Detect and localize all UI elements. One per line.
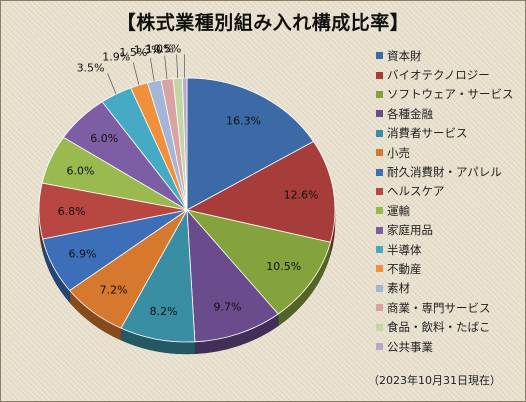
legend-swatch bbox=[376, 168, 383, 176]
legend-item: ソフトウェア・サービス bbox=[376, 85, 524, 104]
pie-slice-資本財 bbox=[186, 77, 315, 211]
legend-swatch bbox=[376, 284, 383, 292]
legend-label: 公共事業 bbox=[387, 339, 433, 354]
data-label-素材: 1.5% bbox=[119, 46, 147, 59]
legend-swatch bbox=[376, 90, 383, 98]
legend-item: 素材 bbox=[376, 279, 524, 298]
legend-swatch bbox=[376, 304, 383, 312]
legend-label: 資本財 bbox=[387, 48, 422, 63]
legend-item: 公共事業 bbox=[376, 337, 524, 356]
legend-label: 商業・専門サービス bbox=[387, 300, 491, 315]
legend-item: 小売 bbox=[376, 143, 524, 162]
legend-item: 半導体 bbox=[376, 240, 524, 259]
legend-label: 半導体 bbox=[387, 242, 422, 257]
data-label-ヘルスケア: 6.8% bbox=[58, 205, 86, 218]
leader-line-商業・専門サービス bbox=[164, 55, 168, 80]
legend-label: 食品・飲料・たばこ bbox=[387, 320, 491, 335]
legend-label: ソフトウェア・サービス bbox=[387, 87, 514, 102]
legend-swatch bbox=[376, 246, 383, 254]
legend-item: ヘルスケア bbox=[376, 182, 524, 201]
data-label-ソフトウェア・サービス: 10.5% bbox=[266, 260, 301, 273]
legend-swatch bbox=[376, 343, 383, 351]
pie-slice-公共事業 bbox=[181, 77, 188, 211]
pie-slice-各種金融 bbox=[186, 208, 279, 343]
legend-item: 運輸 bbox=[376, 201, 524, 220]
data-label-小売: 7.2% bbox=[100, 283, 128, 296]
legend-label: 小売 bbox=[387, 145, 410, 160]
pie-slice-ソフトウェア・サービス bbox=[185, 209, 332, 315]
legend-label: 耐久消費財・アパレル bbox=[387, 165, 502, 180]
data-label-公共事業: 0.5% bbox=[153, 42, 181, 55]
legend-swatch bbox=[376, 71, 383, 79]
leader-line-半導体 bbox=[107, 73, 117, 95]
legend-item: 各種金融 bbox=[376, 104, 524, 123]
legend-label: バイオテクノロジー bbox=[387, 68, 490, 83]
legend-label: ヘルスケア bbox=[387, 184, 445, 199]
legend-item: 食品・飲料・たばこ bbox=[376, 317, 524, 336]
data-label-耐久消費財・アパレル: 6.9% bbox=[69, 248, 97, 261]
legend-item: 耐久消費財・アパレル bbox=[376, 162, 524, 181]
legend-label: 不動産 bbox=[387, 261, 422, 276]
leader-line-素材 bbox=[149, 58, 155, 82]
date-note: （2023年10月31日現在） bbox=[368, 374, 501, 387]
legend-item: バイオテクノロジー bbox=[376, 65, 524, 84]
data-label-半導体: 3.5% bbox=[77, 61, 105, 74]
legend-label: 素材 bbox=[387, 281, 410, 296]
leader-line-食品・飲料・たばこ bbox=[176, 54, 179, 79]
legend-label: 運輸 bbox=[387, 203, 410, 218]
data-label-資本財: 16.3% bbox=[226, 114, 261, 127]
legend-item: 消費者サービス bbox=[376, 124, 524, 143]
legend-swatch bbox=[376, 52, 383, 60]
legend-swatch bbox=[376, 110, 383, 118]
data-label-家庭用品: 6.0% bbox=[90, 132, 118, 145]
data-label-バイオテクノロジー: 12.6% bbox=[284, 189, 319, 202]
chart-legend: 資本財バイオテクノロジーソフトウェア・サービス 各種金融消費者サービス 小売耐久消費… bbox=[376, 46, 524, 356]
data-label-食品・飲料・たばこ: 1.0% bbox=[146, 43, 174, 56]
pie-slice-バイオテクノロジー bbox=[185, 140, 336, 243]
legend-item: 不動産 bbox=[376, 259, 524, 278]
legend-label: 各種金融 bbox=[387, 106, 433, 121]
data-label-消費者サービス: 8.2% bbox=[150, 305, 178, 318]
legend-item: 資本財 bbox=[376, 46, 524, 65]
legend-swatch bbox=[376, 187, 383, 195]
data-label-商業・専門サービス: 1.3% bbox=[134, 44, 162, 57]
legend-swatch bbox=[376, 207, 383, 215]
data-label-運輸: 6.0% bbox=[66, 164, 94, 177]
legend-item: 商業・専門サービス bbox=[376, 298, 524, 317]
legend-swatch bbox=[376, 129, 383, 137]
leader-line-不動産 bbox=[132, 62, 140, 86]
legend-label: 消費者サービス bbox=[387, 126, 468, 141]
legend-item: 家庭用品 bbox=[376, 221, 524, 240]
legend-swatch bbox=[376, 323, 383, 331]
chart-title: 【株式業種別組み入れ構成比率】 bbox=[116, 12, 410, 34]
legend-swatch bbox=[376, 265, 383, 273]
data-label-各種金融: 9.7% bbox=[214, 300, 242, 313]
legend-swatch bbox=[376, 226, 383, 234]
legend-label: 家庭用品 bbox=[387, 223, 433, 238]
data-label-不動産: 1.9% bbox=[102, 51, 130, 64]
legend-swatch bbox=[376, 149, 383, 157]
